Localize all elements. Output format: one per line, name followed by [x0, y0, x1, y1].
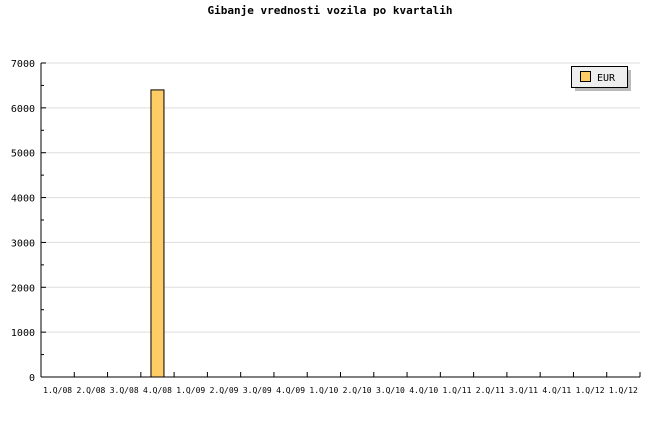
bar	[150, 89, 165, 378]
chart-title: Gibanje vrednosti vozila po kvartalih	[207, 4, 453, 17]
y-tick-label: 4000	[11, 194, 35, 205]
x-tick-label: 4.Q/10	[409, 386, 438, 395]
x-tick-label: 1.Q/10	[309, 386, 338, 395]
x-tick-label: 3.Q/09	[243, 386, 272, 395]
y-tick-label: 5000	[11, 149, 35, 160]
y-tick-label: 3000	[11, 238, 35, 249]
x-tick-label: 4.Q/09	[276, 386, 305, 395]
y-tick-label: 7000	[11, 59, 35, 70]
y-tick-label: 1000	[11, 328, 35, 339]
x-tick-label: 4.Q/11	[542, 386, 571, 395]
x-tick-label: 2.Q/08	[76, 386, 105, 395]
x-tick-label: 2.Q/10	[343, 386, 372, 395]
x-tick-label: 2.Q/11	[476, 386, 505, 395]
x-tick-label: 1.Q/12	[576, 386, 605, 395]
legend-swatch	[580, 71, 591, 82]
x-tick-label: 3.Q/11	[509, 386, 538, 395]
y-tick-label: 0	[29, 373, 35, 384]
y-tick-label: 2000	[11, 283, 35, 294]
y-tick-label: 6000	[11, 104, 35, 115]
legend-label: EUR	[597, 73, 616, 84]
x-tick-label: 3.Q/10	[376, 386, 405, 395]
x-tick-label: 1.Q/12	[609, 386, 638, 395]
x-tick-label: 4.Q/08	[143, 386, 172, 395]
x-tick-label: 1.Q/09	[176, 386, 205, 395]
x-tick-label: 1.Q/08	[43, 386, 72, 395]
x-tick-label: 1.Q/11	[443, 386, 472, 395]
x-tick-label: 3.Q/08	[110, 386, 139, 395]
legend: EUR	[571, 66, 631, 91]
x-tick-label: 2.Q/09	[210, 386, 239, 395]
